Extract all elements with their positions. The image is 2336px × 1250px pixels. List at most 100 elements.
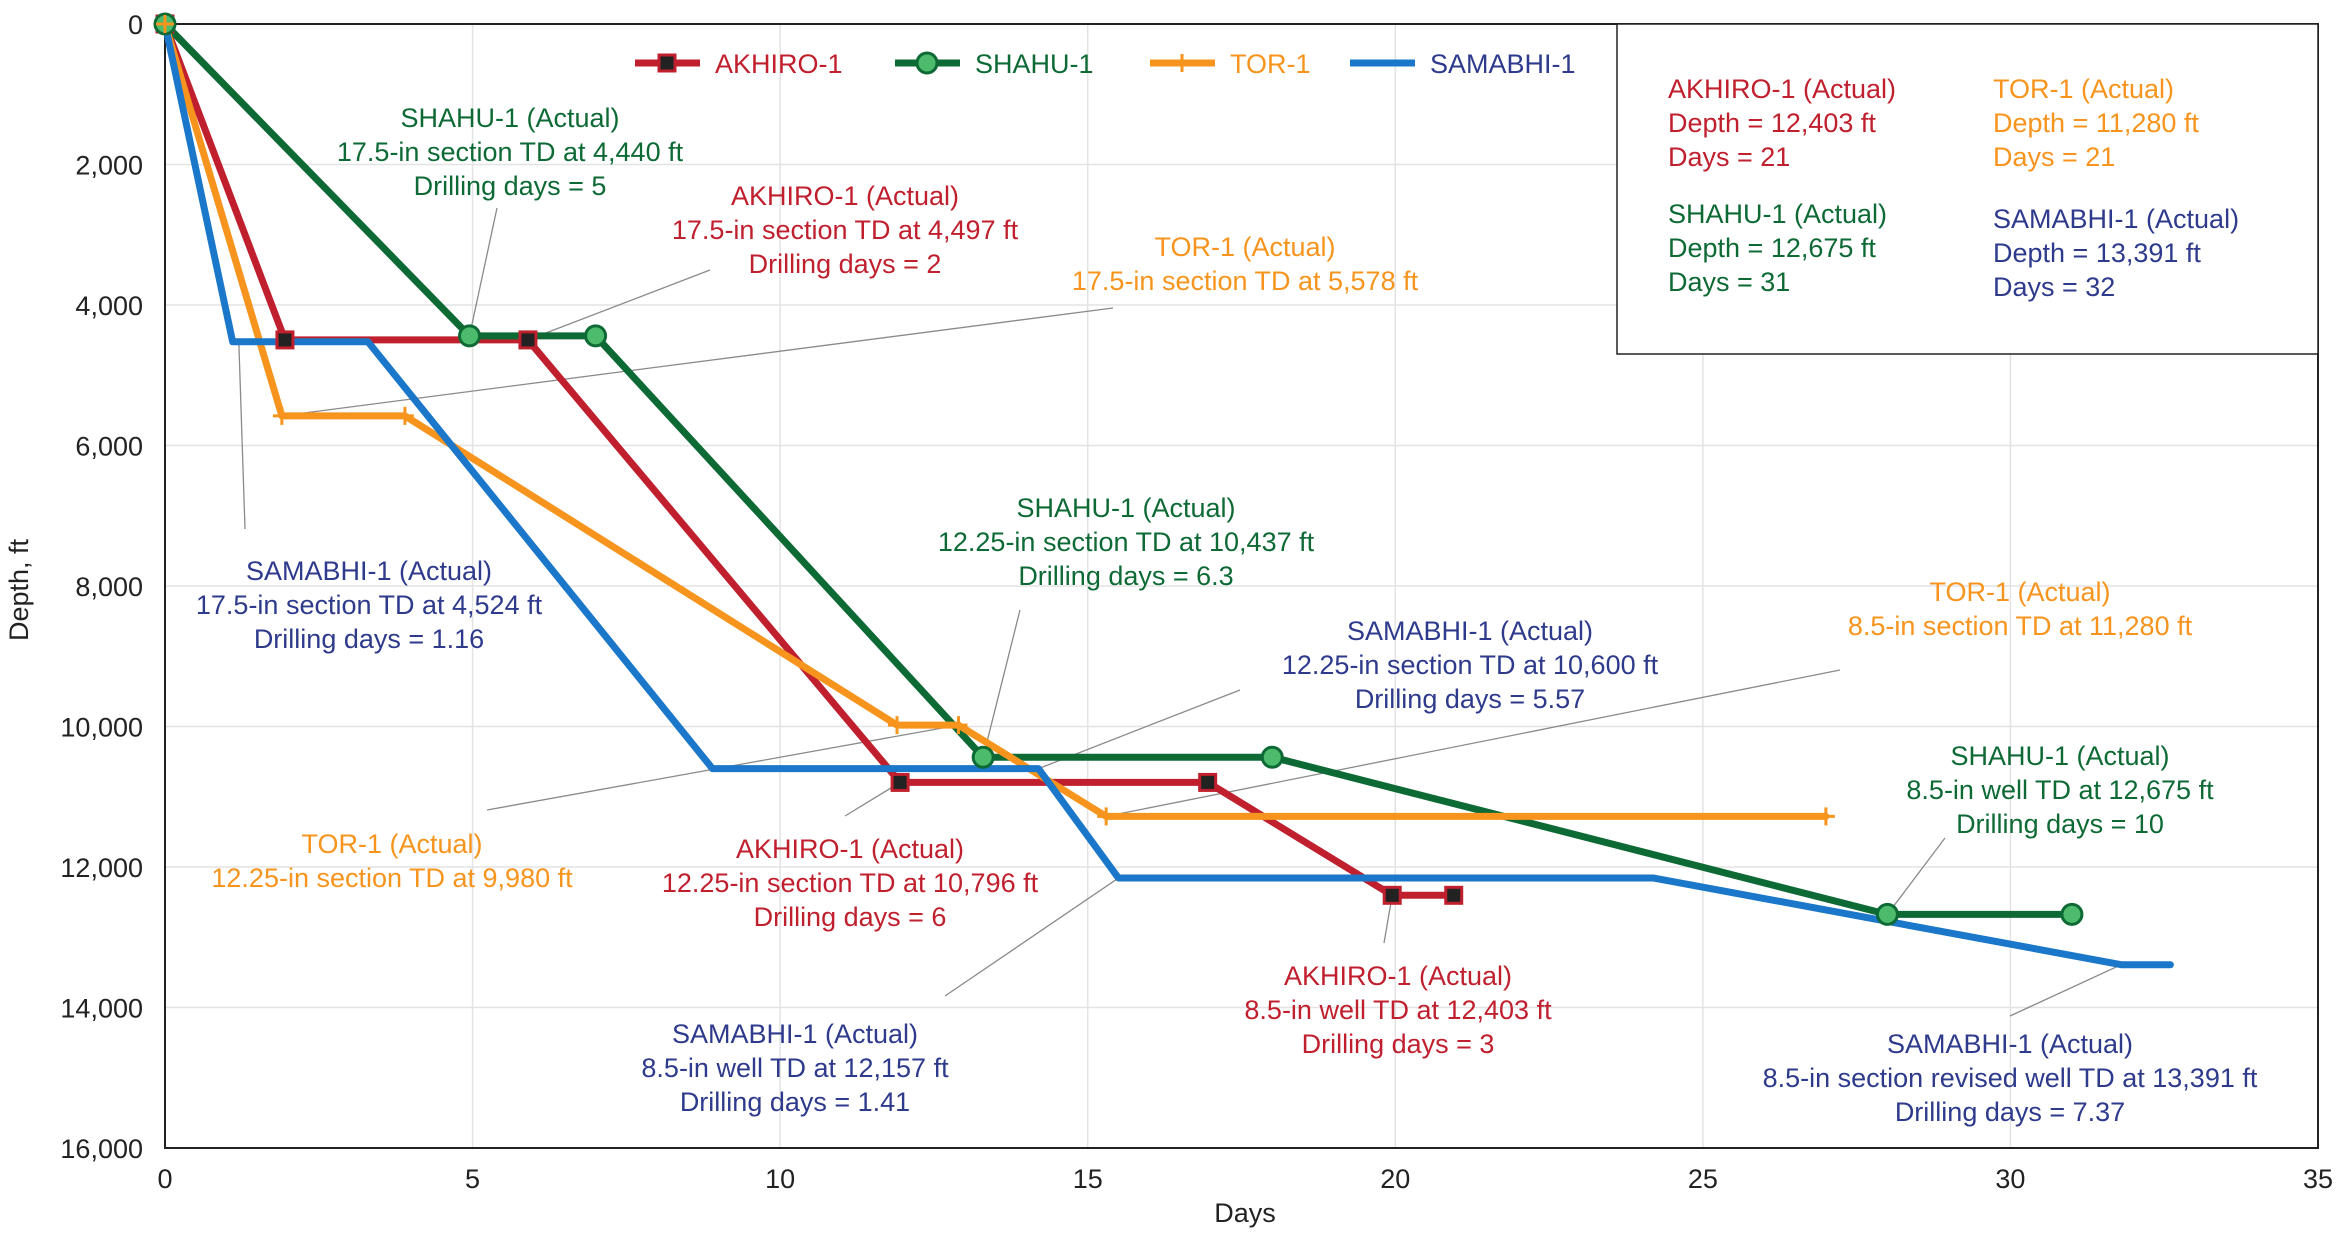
data-point-shahu-1 [1875,902,1899,926]
x-tick-label: 25 [1688,1164,1718,1194]
summary-entry-line: Days = 21 [1993,142,2115,172]
data-point-akhiro-1 [890,772,910,792]
annotation-line: 12.25-in section TD at 9,980 ft [211,863,573,893]
summary-box: AKHIRO-1 (Actual) Depth = 12,403 ft Days =… [1616,23,2319,355]
annotation-line: TOR-1 (Actual) [301,829,482,859]
summary-entry-line: Depth = 12,403 ft [1668,108,1876,138]
annotation-line: TOR-1 (Actual) [1929,577,2110,607]
x-tick-label: 5 [465,1164,480,1194]
summary-entry: AKHIRO-1 (Actual) Depth = 12,403 ft Days =… [1668,74,1896,172]
annotation-line: Drilling days = 5.57 [1355,684,1585,714]
y-axis-title: Depth, ft [4,538,34,641]
data-point-tor-1 [949,716,968,735]
summary-box-frame [1616,23,2319,355]
data-point-shahu-1 [584,324,608,348]
annotation-line: 17.5-in section TD at 4,524 ft [196,590,543,620]
annotation-line: 12.25-in section TD at 10,600 ft [1282,650,1659,680]
annotation-label: SAMABHI-1 (Actual) 17.5-in section TD at … [196,556,543,654]
annotation-leader [238,341,246,530]
annotation-line: Drilling days = 5 [414,171,607,201]
summary-entry-line: SHAHU-1 (Actual) [1668,199,1887,229]
annotation-line: 12.25-in section TD at 10,796 ft [662,868,1039,898]
x-tick-label: 10 [765,1164,795,1194]
data-point-tor-1 [156,15,174,33]
summary-entry-line: AKHIRO-1 (Actual) [1668,74,1896,104]
x-axis-title: Days [1214,1198,1276,1228]
annotation-line: 17.5-in section TD at 4,497 ft [672,215,1019,245]
annotation-label: SHAHU-1 (Actual) 12.25-in section TD at 1… [938,493,1315,591]
annotation-label: AKHIRO-1 (Actual) 12.25-in section TD at … [662,834,1039,932]
annotation-line: 8.5-in section TD at 11,280 ft [1848,611,2193,641]
series [153,12,2174,969]
legend-label: AKHIRO-1 [715,49,843,79]
annotation-line: 17.5-in section TD at 5,578 ft [1072,266,1419,296]
annotation-leader [468,207,498,337]
data-point-tor-1 [888,716,907,735]
axes: 0 5 10 15 20 25 30 35 0 2,000 4,000 6,000 8,000 10,00… [60,10,2333,1194]
annotation-line: Drilling days = 6.3 [1018,561,1233,591]
summary-entry-line: TOR-1 (Actual) [1993,74,2174,104]
data-point-shahu-1 [457,324,481,348]
summary-entry: SHAHU-1 (Actual) Depth = 12,675 ft Days = … [1668,199,1887,297]
data-point-tor-1 [1097,807,1116,826]
data-point-akhiro-1 [518,330,538,350]
x-tick-label: 30 [1995,1164,2025,1194]
legend: AKHIRO-1 SHAHU-1 TOR-1 SAMABHI-1 [635,49,1576,79]
annotation-line: 17.5-in section TD at 4,440 ft [337,137,684,167]
annotation-line: SAMABHI-1 (Actual) [1887,1029,2133,1059]
annotation-line: SHAHU-1 (Actual) [1950,741,2169,771]
y-tick-label: 8,000 [75,572,143,602]
legend-label: TOR-1 [1230,49,1311,79]
annotation-line: TOR-1 (Actual) [1154,232,1335,262]
summary-entry-line: Days = 21 [1668,142,1790,172]
annotation-line: Drilling days = 1.16 [254,624,484,654]
annotation-line: 8.5-in section revised well TD at 13,391… [1763,1063,2258,1093]
annotation-leader [944,877,1119,997]
x-tick-label: 20 [1380,1164,1410,1194]
summary-entry-line: Days = 31 [1668,267,1790,297]
data-point-shahu-1 [1260,745,1284,769]
legend-marker-tor-1 [1173,54,1191,72]
x-tick-label: 35 [2303,1164,2333,1194]
summary-entry-line: Depth = 13,391 ft [1993,238,2201,268]
summary-entry: TOR-1 (Actual) Depth = 11,280 ft Days = 21 [1993,74,2199,172]
data-point-tor-1 [395,406,414,425]
annotation-line: SHAHU-1 (Actual) [400,103,619,133]
annotation-label: TOR-1 (Actual) 17.5-in section TD at 5,57… [1072,232,1419,296]
x-tick-label: 15 [1073,1164,1103,1194]
summary-entry-line: Depth = 11,280 ft [1993,108,2199,138]
y-tick-label: 12,000 [60,853,143,883]
annotation-line: Drilling days = 6 [754,902,947,932]
annotation-line: SAMABHI-1 (Actual) [672,1019,918,1049]
data-point-akhiro-1 [275,330,295,350]
plot-frame [164,23,2319,1149]
annotation-leader [1886,837,1946,915]
annotation-leader [281,307,1114,417]
annotation-line: Drilling days = 3 [1302,1029,1495,1059]
annotation-line: 8.5-in well TD at 12,403 ft [1244,995,1552,1025]
annotation-line: Drilling days = 2 [749,249,942,279]
annotation-line: AKHIRO-1 (Actual) [731,181,959,211]
annotation-label: AKHIRO-1 (Actual) 8.5-in well TD at 12,40… [1244,961,1552,1059]
annotation-label: SAMABHI-1 (Actual) 8.5-in well TD at 12,1… [641,1019,949,1117]
annotation-label: SHAHU-1 (Actual) 17.5-in section TD at 4,… [337,103,684,201]
data-point-tor-1 [1816,807,1835,826]
annotation-line: 8.5-in well TD at 12,157 ft [641,1053,949,1083]
annotation-label: SAMABHI-1 (Actual) 8.5-in section revised… [1763,1029,2258,1127]
annotation-label: SHAHU-1 (Actual) 8.5-in well TD at 12,675… [1906,741,2214,839]
data-point-tor-1 [272,406,291,425]
legend-marker-shahu-1 [915,51,939,75]
annotation-line: SAMABHI-1 (Actual) [246,556,492,586]
annotation-line: Drilling days = 1.41 [680,1087,910,1117]
annotation-line: AKHIRO-1 (Actual) [1284,961,1512,991]
annotation-line: AKHIRO-1 (Actual) [736,834,964,864]
y-tick-label: 6,000 [75,432,143,462]
data-point-shahu-1 [971,745,995,769]
annotation-leader [527,269,711,341]
y-tick-label: 2,000 [75,151,143,181]
y-tick-label: 10,000 [60,713,143,743]
annotation-leader [2009,964,2122,1017]
annotation-line: Drilling days = 7.37 [1895,1097,2125,1127]
annotation-line: SAMABHI-1 (Actual) [1347,616,1593,646]
